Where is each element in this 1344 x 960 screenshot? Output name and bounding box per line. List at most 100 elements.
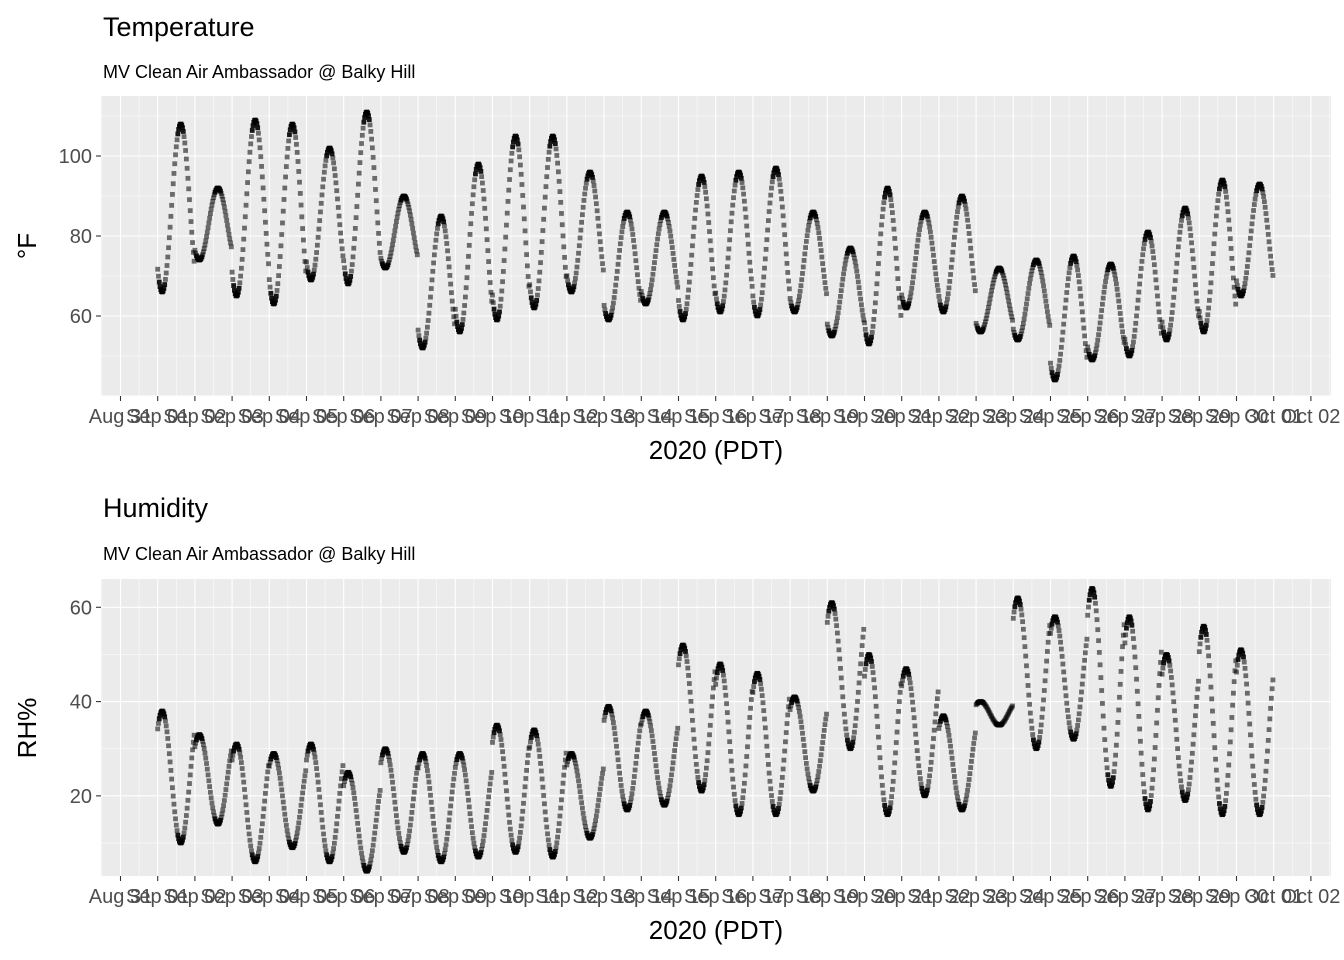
- data-point: [955, 794, 960, 800]
- data-point: [545, 837, 551, 843]
- data-point: [835, 310, 841, 316]
- data-point: [1073, 731, 1079, 737]
- data-point: [917, 770, 922, 775]
- data-point: [725, 719, 731, 725]
- data-point: [1026, 692, 1032, 698]
- data-point: [1265, 224, 1270, 230]
- data-point: [863, 661, 869, 667]
- y-tick-label: 20: [70, 786, 92, 808]
- data-point: [502, 246, 508, 252]
- data-point: [598, 781, 604, 786]
- data-point: [675, 725, 681, 731]
- data-point: [490, 292, 495, 298]
- data-point: [388, 250, 394, 256]
- data-point: [632, 767, 638, 773]
- data-point: [341, 783, 347, 789]
- data-point: [460, 758, 466, 764]
- data-point: [583, 180, 589, 186]
- data-point: [1154, 720, 1160, 726]
- data-point: [590, 174, 595, 180]
- data-point: [813, 784, 819, 790]
- data-point: [953, 785, 959, 791]
- data-point: [827, 604, 833, 610]
- data-point: [949, 755, 955, 761]
- data-point: [945, 296, 950, 302]
- data-point: [514, 134, 519, 140]
- data-point: [417, 337, 423, 343]
- x-tick-label: Sep 14: [610, 406, 673, 428]
- data-point: [590, 178, 596, 184]
- data-point: [1136, 289, 1142, 295]
- data-point: [803, 760, 809, 766]
- data-point: [972, 288, 978, 294]
- data-point: [971, 275, 977, 281]
- data-point: [298, 802, 304, 808]
- data-point: [1086, 351, 1092, 357]
- data-point: [633, 258, 639, 264]
- data-point: [1197, 641, 1203, 647]
- data-point: [695, 775, 701, 780]
- data-point: [580, 204, 586, 210]
- data-point: [593, 813, 599, 819]
- data-point: [324, 852, 330, 858]
- data-point: [1055, 368, 1061, 374]
- data-point: [274, 758, 280, 763]
- data-point: [967, 771, 973, 777]
- data-point: [377, 788, 383, 793]
- data-point: [707, 732, 712, 738]
- data-point: [1135, 701, 1141, 707]
- data-point: [220, 807, 226, 813]
- data-point: [563, 750, 569, 756]
- data-point: [945, 723, 950, 729]
- data-point: [747, 259, 753, 265]
- data-point: [413, 776, 419, 782]
- data-point: [1030, 732, 1036, 737]
- data-point: [432, 244, 438, 250]
- data-point: [1157, 317, 1163, 322]
- data-point: [1186, 220, 1192, 226]
- data-point: [743, 763, 749, 769]
- data-point: [933, 711, 939, 717]
- data-point: [881, 797, 887, 803]
- data-point: [1221, 808, 1227, 814]
- data-point: [1118, 317, 1124, 323]
- data-point: [1252, 789, 1258, 795]
- data-point: [1046, 318, 1052, 324]
- data-point: [1141, 246, 1146, 252]
- data-point: [872, 685, 877, 691]
- data-point: [428, 799, 434, 805]
- data-point: [1231, 284, 1237, 290]
- data-point: [826, 608, 832, 614]
- data-point: [837, 299, 843, 305]
- data-point: [353, 808, 359, 813]
- data-point: [558, 199, 564, 205]
- data-point: [1054, 374, 1060, 380]
- data-point: [726, 246, 732, 252]
- data-point: [522, 784, 528, 790]
- data-point: [498, 737, 504, 742]
- data-point: [1041, 288, 1047, 294]
- data-point: [1268, 260, 1274, 266]
- data-point: [686, 287, 691, 293]
- data-point: [1241, 654, 1246, 660]
- data-point: [1134, 313, 1139, 319]
- data-point: [926, 220, 932, 226]
- data-point: [219, 811, 225, 817]
- data-point: [578, 794, 584, 800]
- data-point: [1148, 793, 1154, 798]
- data-point: [673, 736, 679, 742]
- data-point: [732, 798, 738, 803]
- data-point: [576, 243, 582, 249]
- data-point: [668, 233, 674, 239]
- data-point: [798, 283, 804, 289]
- data-point: [1057, 633, 1063, 639]
- x-tick-label: Sep 09: [424, 406, 487, 428]
- data-point: [648, 728, 654, 734]
- data-point: [1058, 351, 1063, 357]
- data-point: [770, 174, 776, 180]
- data-point: [164, 263, 170, 268]
- data-point: [896, 286, 901, 291]
- data-point: [280, 799, 286, 805]
- data-point: [1132, 654, 1138, 660]
